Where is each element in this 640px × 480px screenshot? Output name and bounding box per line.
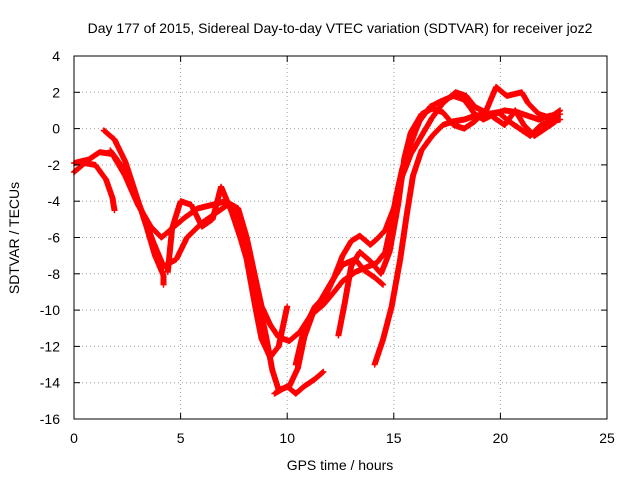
x-tick-labels: 0 5 10 15 20 25 bbox=[70, 430, 615, 446]
series-8 bbox=[371, 109, 564, 368]
series-6 bbox=[271, 368, 327, 397]
y-tick-label: -6 bbox=[48, 230, 61, 246]
y-axis-label: SDTVAR / TECUs bbox=[6, 182, 22, 294]
data-points bbox=[71, 83, 564, 397]
series-9 bbox=[335, 105, 559, 339]
series-1-markers bbox=[71, 160, 118, 214]
y-tick-label: -10 bbox=[40, 302, 60, 318]
y-tick-label: -12 bbox=[40, 338, 60, 354]
x-axis-label: GPS time / hours bbox=[287, 457, 394, 473]
series-5-markers bbox=[164, 183, 291, 361]
y-tick-label: 0 bbox=[52, 121, 60, 137]
x-tick-label: 0 bbox=[70, 430, 78, 446]
y-tick-label: 2 bbox=[52, 84, 60, 100]
y-tick-label: -14 bbox=[40, 375, 60, 391]
y-tick-label: 4 bbox=[52, 48, 60, 64]
axis-ticks bbox=[73, 55, 608, 420]
series-5 bbox=[164, 183, 291, 361]
x-tick-label: 20 bbox=[493, 430, 509, 446]
x-tick-label: 25 bbox=[599, 430, 615, 446]
series-8-markers bbox=[371, 109, 564, 368]
x-tick-label: 10 bbox=[279, 430, 295, 446]
y-tick-label: -16 bbox=[40, 411, 60, 427]
y-tick-labels: -16 -14 -12 -10 -8 -6 -4 -2 0 2 4 bbox=[40, 48, 60, 427]
y-tick-label: -2 bbox=[48, 157, 61, 173]
x-tick-label: 5 bbox=[177, 430, 185, 446]
chart-title: Day 177 of 2015, Sidereal Day-to-day VTE… bbox=[88, 20, 593, 36]
series-9-markers bbox=[335, 105, 559, 339]
series-1 bbox=[71, 160, 118, 214]
y-tick-label: -4 bbox=[48, 193, 61, 209]
x-tick-label: 15 bbox=[386, 430, 402, 446]
y-tick-label: -8 bbox=[48, 266, 61, 282]
series-6-markers bbox=[271, 368, 327, 397]
